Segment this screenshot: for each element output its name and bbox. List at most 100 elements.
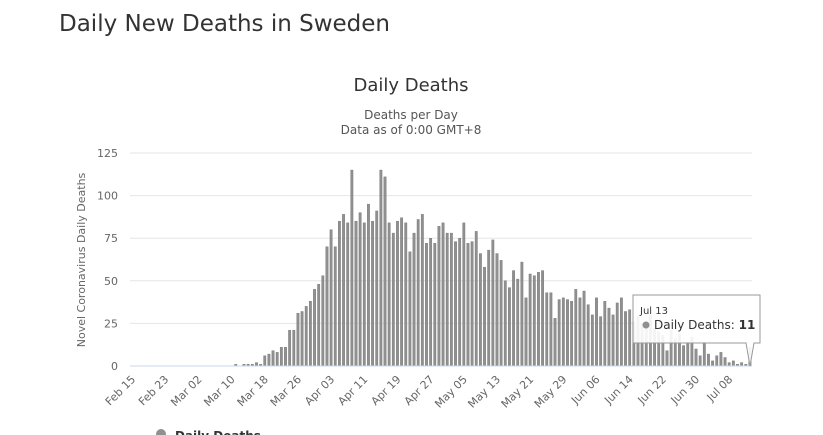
x-tick-label: Jun 30 xyxy=(668,373,702,407)
bar xyxy=(474,231,478,367)
bar xyxy=(267,353,271,367)
bar xyxy=(702,341,706,367)
x-tick-label: Mar 18 xyxy=(235,373,271,409)
bar xyxy=(255,362,258,367)
bar xyxy=(628,309,632,367)
y-axis-label: Novel Coronavirus Daily Deaths xyxy=(75,172,88,347)
bar xyxy=(532,275,536,367)
bar xyxy=(595,297,598,367)
bar xyxy=(284,347,287,367)
bar xyxy=(271,350,275,367)
bar xyxy=(711,360,715,367)
bar xyxy=(478,253,482,367)
x-tick-label: Mar 26 xyxy=(268,373,304,409)
bar xyxy=(333,246,337,367)
bar xyxy=(686,341,690,367)
bar xyxy=(346,222,350,367)
bar xyxy=(727,362,731,367)
bar xyxy=(619,297,623,367)
y-tick-label: 75 xyxy=(104,232,118,245)
bar xyxy=(466,243,470,367)
bar xyxy=(449,232,453,367)
bar xyxy=(682,345,685,367)
x-tick-label: Mar 02 xyxy=(168,373,204,409)
bar xyxy=(537,272,540,367)
bar xyxy=(454,241,457,367)
tooltip-date: Jul 13 xyxy=(639,306,668,317)
bar xyxy=(590,314,594,367)
bar xyxy=(731,360,735,367)
bar xyxy=(288,330,292,367)
tooltip: Jul 13 Daily Deaths: 11 xyxy=(632,294,761,367)
bar xyxy=(624,311,627,367)
bar xyxy=(698,355,702,367)
bar xyxy=(296,312,300,367)
bar xyxy=(599,316,603,367)
bar xyxy=(304,306,308,367)
bar xyxy=(416,219,420,367)
bar xyxy=(375,210,379,367)
x-tick-label: May 13 xyxy=(465,373,503,411)
bar xyxy=(503,280,507,367)
chart-subtitle: Deaths per Day xyxy=(364,108,458,122)
tooltip-text: Daily Deaths: 11 xyxy=(654,318,755,332)
bar xyxy=(325,246,329,367)
x-tick-label: Feb 23 xyxy=(136,373,171,408)
bar xyxy=(508,287,511,367)
x-tick-label: Mar 10 xyxy=(201,373,237,409)
bar xyxy=(321,275,325,367)
bar xyxy=(615,302,619,367)
y-tick-label: 25 xyxy=(104,317,118,330)
bar xyxy=(570,301,574,367)
x-tick-label: Jun 22 xyxy=(635,373,669,407)
bar xyxy=(665,350,669,367)
bar xyxy=(408,251,412,367)
bar xyxy=(516,278,520,367)
x-tick-label: May 05 xyxy=(432,373,470,411)
y-tick-label: 125 xyxy=(97,147,118,160)
bar xyxy=(483,266,486,367)
bar xyxy=(524,297,528,367)
bar xyxy=(279,347,283,367)
chart-subtitle: Data as of 0:00 GMT+8 xyxy=(341,123,482,137)
bar xyxy=(379,169,383,367)
x-tick-label: Jun 06 xyxy=(568,373,602,407)
bar xyxy=(354,220,358,367)
bar xyxy=(329,229,333,367)
bar xyxy=(362,222,366,367)
bar xyxy=(300,311,304,367)
x-tick-label: Apr 03 xyxy=(302,373,337,408)
bar xyxy=(549,292,553,367)
bar xyxy=(367,203,370,367)
bar xyxy=(495,253,499,367)
bar xyxy=(723,357,727,367)
bar xyxy=(528,273,532,367)
bar xyxy=(396,220,399,367)
bar xyxy=(313,289,316,367)
bar xyxy=(541,270,544,367)
tooltip-box xyxy=(632,294,761,367)
x-tick-label: Jul 08 xyxy=(704,373,736,405)
bar xyxy=(557,299,561,367)
bar xyxy=(425,243,428,367)
bar xyxy=(350,169,354,367)
bar xyxy=(499,260,503,367)
bar xyxy=(694,348,698,367)
bar xyxy=(715,355,719,367)
page-title: Daily New Deaths in Sweden xyxy=(59,11,390,37)
bar xyxy=(400,217,404,367)
tooltip-marker xyxy=(642,321,650,329)
bar xyxy=(582,290,586,367)
x-tick-label: Jun 14 xyxy=(601,373,635,407)
bar xyxy=(470,241,474,367)
bar xyxy=(561,297,565,367)
bar xyxy=(342,214,345,367)
bar xyxy=(429,237,433,367)
x-tick-label: May 21 xyxy=(499,373,537,411)
bar xyxy=(574,289,578,367)
bar xyxy=(275,352,279,367)
x-tick-label: Apr 11 xyxy=(335,373,370,408)
bar xyxy=(603,301,607,367)
bar xyxy=(520,261,524,367)
